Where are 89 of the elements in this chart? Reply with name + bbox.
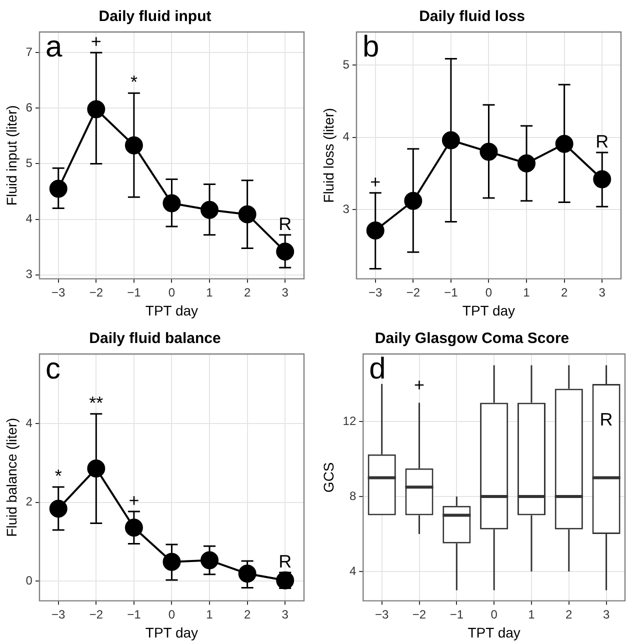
point <box>124 136 143 154</box>
x-tick-label: −2 <box>89 607 104 622</box>
x-tick-label: 0 <box>168 607 176 622</box>
y-tick-label: 12 <box>342 414 356 428</box>
annotation: R <box>278 214 292 234</box>
y-tick-label: 5 <box>342 58 350 72</box>
y-tick-label: 4 <box>26 416 33 430</box>
point <box>442 131 460 150</box>
point <box>162 194 181 212</box>
x-tick-label: 2 <box>566 607 573 622</box>
point <box>366 221 384 240</box>
annotation: * <box>130 72 138 92</box>
chart-title: Daily fluid input <box>98 8 212 26</box>
annotation: + <box>414 375 425 396</box>
point <box>480 142 498 161</box>
point <box>162 552 181 571</box>
x-axis-title: TPT day <box>462 302 516 318</box>
y-tick-label: 3 <box>26 267 33 282</box>
point <box>404 192 422 210</box>
chart-title: Daily Glasgow Coma Score <box>374 330 570 348</box>
point <box>87 460 106 478</box>
x-tick-label: 1 <box>523 285 530 300</box>
y-tick-label: 0 <box>26 573 33 588</box>
chart-title: Daily fluid loss <box>419 8 525 26</box>
point <box>593 170 612 188</box>
y-tick-label: 2 <box>26 494 33 509</box>
y-tick-label: 4 <box>349 564 356 578</box>
annotation: ** <box>89 392 104 413</box>
x-tick-label: 2 <box>244 285 251 300</box>
point <box>518 154 536 172</box>
annotation: R <box>596 131 609 152</box>
x-tick-label: 2 <box>244 607 251 622</box>
x-tick-label: 0 <box>490 607 498 622</box>
x-tick-label: −2 <box>89 285 104 300</box>
y-axis-title: Fluid loss (liter) <box>320 108 336 203</box>
annotation: + <box>90 32 102 52</box>
x-tick-label: −3 <box>375 607 390 622</box>
annotation: + <box>128 490 140 510</box>
x-tick-label: −2 <box>406 285 420 300</box>
point <box>49 180 68 198</box>
x-tick-label: 3 <box>282 285 289 300</box>
point <box>124 518 143 537</box>
x-axis-title: TPT day <box>145 302 198 318</box>
y-axis-title: Fluid input (liter) <box>3 105 20 206</box>
x-axis-title: TPT day <box>145 624 198 640</box>
x-tick-label: 0 <box>485 285 492 300</box>
y-tick-label: 4 <box>26 212 33 226</box>
x-tick-label: 3 <box>282 607 289 622</box>
y-tick-label: 5 <box>26 156 33 170</box>
y-tick-label: 6 <box>26 100 33 114</box>
x-tick-label: 3 <box>602 607 610 622</box>
x-tick-label: 2 <box>560 285 568 300</box>
x-tick-label: 3 <box>598 285 606 300</box>
x-tick-label: 1 <box>206 607 214 622</box>
point <box>555 134 574 153</box>
x-tick-label: 1 <box>528 607 536 622</box>
y-tick-label: 3 <box>342 202 350 216</box>
annotation: a <box>45 30 62 64</box>
annotation: * <box>54 466 62 486</box>
x-tick-label: −1 <box>127 607 142 622</box>
point <box>200 200 219 219</box>
x-tick-label: −1 <box>444 285 458 300</box>
y-axis-title: GCS <box>320 462 336 493</box>
point <box>238 564 256 583</box>
x-tick-label: −1 <box>450 607 464 622</box>
point <box>200 551 219 570</box>
point <box>276 242 294 261</box>
point <box>238 205 256 224</box>
y-tick-label: 4 <box>342 130 350 144</box>
annotation: b <box>362 30 380 64</box>
x-tick-label: −3 <box>52 607 66 622</box>
annotation: R <box>278 551 292 572</box>
x-tick-label: −3 <box>368 285 383 300</box>
x-tick-label: 0 <box>168 285 176 300</box>
y-tick-label: 7 <box>26 44 33 59</box>
x-tick-label: −2 <box>412 607 426 622</box>
annotation: c <box>45 352 60 386</box>
x-axis-title: TPT day <box>468 624 520 640</box>
point <box>49 500 68 518</box>
y-tick-label: 8 <box>349 488 356 503</box>
x-tick-label: −1 <box>127 285 142 300</box>
y-axis-title: Fluid balance (liter) <box>3 418 20 537</box>
annotation: d <box>369 352 386 386</box>
chart-title: Daily fluid balance <box>89 330 221 348</box>
x-tick-label: 1 <box>206 285 214 300</box>
x-tick-label: −3 <box>52 285 66 300</box>
point <box>87 100 106 118</box>
annotation: + <box>370 172 381 192</box>
annotation: R <box>600 410 613 430</box>
